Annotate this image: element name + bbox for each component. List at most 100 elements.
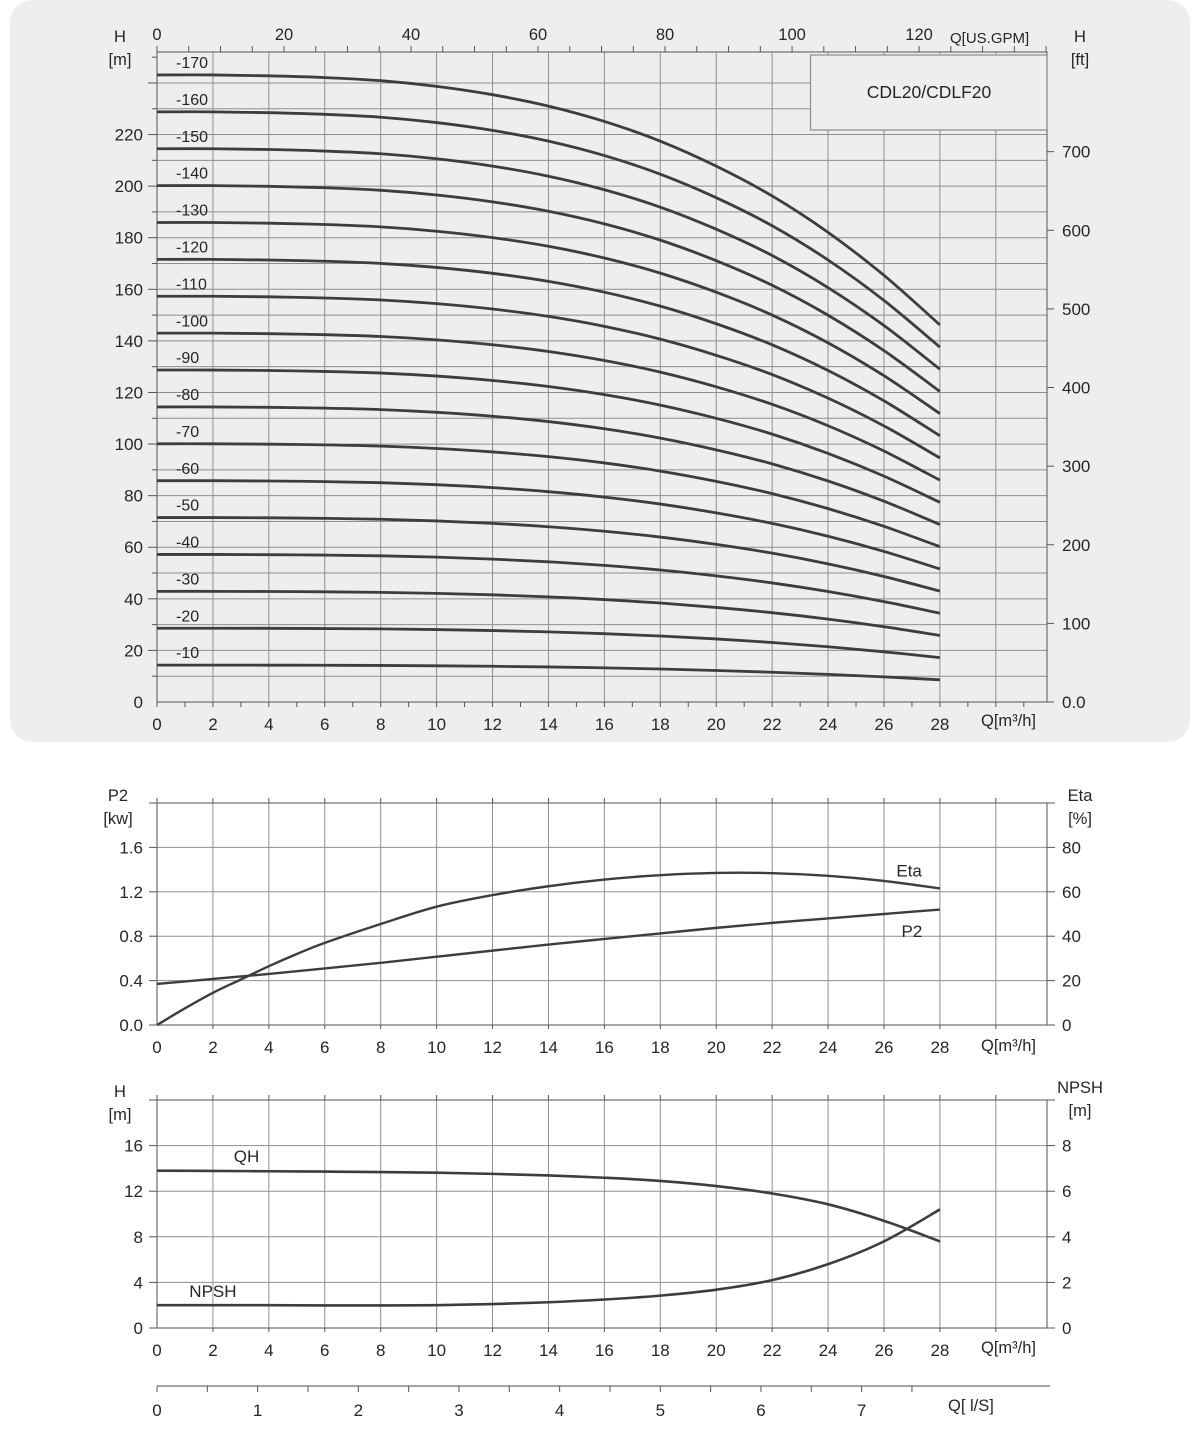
gpm-tick-label: 60 [529, 26, 547, 44]
stage-curve [156, 294, 941, 460]
h-m-tick-label: 100 [115, 435, 143, 454]
stage-curve-label: -100 [176, 313, 208, 330]
x-tick-label: 22 [763, 1038, 782, 1057]
stage-curve-label: -90 [176, 350, 199, 367]
curve-label: Eta [896, 862, 922, 881]
x-tick-label: 24 [819, 1038, 838, 1057]
x-tick-label: 28 [930, 1038, 949, 1057]
h-tick-label: 16 [124, 1137, 143, 1156]
stage-curve [156, 626, 941, 660]
x-tick-label: 16 [595, 1341, 614, 1360]
h-m-tick-label: 140 [115, 332, 143, 351]
stage-curve [156, 368, 941, 504]
eta-right-axis-title: Eta [1067, 787, 1093, 805]
x-tick-label: 16 [595, 715, 614, 734]
p2-tick-label: 0.0 [119, 1016, 143, 1035]
eta-tick-label: 80 [1062, 838, 1081, 857]
ls-tick-label: 5 [656, 1401, 665, 1420]
hq-right-axis-title: H [1074, 28, 1086, 46]
stage-curve [156, 479, 941, 571]
stage-curve [156, 516, 941, 593]
gpm-tick-label: 100 [778, 26, 806, 44]
x-tick-label: 8 [376, 715, 385, 734]
x-tick-label: 18 [651, 1341, 670, 1360]
stage-curve [156, 405, 941, 526]
x-tick-label: 6 [320, 1038, 329, 1057]
x-tick-label: 4 [264, 1038, 273, 1057]
stage-curve-label: -50 [176, 498, 199, 515]
gpm-tick-label: 80 [656, 26, 674, 44]
x-tick-label: 2 [208, 1341, 217, 1360]
p2-tick-label: 0.4 [119, 972, 143, 991]
stage-curve-label: -40 [176, 535, 199, 552]
npsh-right-axis-unit: [m] [1068, 1102, 1092, 1120]
p2-bottom-axis-title: Q[m³/h] [981, 1037, 1037, 1055]
ls-axis-title: Q[ l/S] [948, 1397, 994, 1415]
npsh-tick-label: 2 [1062, 1273, 1071, 1292]
eta-right-axis-unit: [%] [1068, 810, 1092, 828]
x-tick-label: 10 [427, 1341, 446, 1360]
gpm-tick-label: 20 [275, 26, 293, 44]
ls-tick-label: 6 [756, 1401, 765, 1420]
h-ft-tick-label: 100 [1062, 614, 1090, 633]
ls-tick-label: 0 [152, 1401, 161, 1420]
stage-curve [156, 221, 941, 415]
x-tick-label: 22 [763, 715, 782, 734]
h-m-tick-label: 80 [124, 487, 143, 506]
h-m-tick-label: 0 [134, 693, 143, 712]
stage-curve-label: -120 [176, 239, 208, 256]
ls-tick-label: 2 [354, 1401, 363, 1420]
stage-curve-label: -170 [176, 55, 208, 72]
x-tick-label: 0 [152, 715, 161, 734]
stage-curve [156, 331, 941, 482]
hq-left-axis-title: H [114, 28, 126, 46]
x-tick-label: 28 [930, 1341, 949, 1360]
x-tick-label: 20 [707, 1341, 726, 1360]
hq-left-axis-unit: [m] [108, 51, 132, 69]
x-tick-label: 20 [707, 715, 726, 734]
h-ft-tick-label: 300 [1062, 457, 1090, 476]
h-m-tick-label: 180 [115, 229, 143, 248]
h-ft-tick-label: 0.0 [1062, 693, 1086, 712]
eta-tick-label: 40 [1062, 927, 1081, 946]
x-tick-label: 26 [875, 715, 894, 734]
stage-curve-label: -30 [176, 571, 199, 588]
h-ft-tick-label: 700 [1062, 143, 1090, 162]
ls-tick-label: 7 [857, 1401, 866, 1420]
npsh-curve [157, 1208, 941, 1307]
x-tick-label: 0 [152, 1341, 161, 1360]
curve-label: NPSH [189, 1282, 236, 1301]
h-tick-label: 8 [134, 1228, 143, 1247]
qh-left-axis-title: H [114, 1083, 126, 1101]
h-tick-label: 4 [134, 1273, 143, 1292]
plot-border [156, 802, 1048, 1026]
npsh-tick-label: 8 [1062, 1137, 1071, 1156]
stage-curve-label: -10 [176, 645, 199, 662]
qh-left-axis-unit: [m] [108, 1106, 132, 1124]
h-ft-tick-label: 500 [1062, 300, 1090, 319]
x-tick-label: 2 [208, 715, 217, 734]
plot-border [156, 1099, 1048, 1329]
h-m-tick-label: 220 [115, 126, 143, 145]
stage-curve-label: -80 [176, 387, 199, 404]
h-m-tick-label: 40 [124, 590, 143, 609]
ls-tick-label: 4 [555, 1401, 564, 1420]
npsh-tick-label: 4 [1062, 1228, 1071, 1247]
stage-curve-label: -110 [176, 276, 207, 293]
x-tick-label: 12 [483, 1341, 502, 1360]
h-ft-tick-label: 200 [1062, 536, 1090, 555]
x-tick-label: 4 [264, 715, 273, 734]
qh-bottom-axis-title: Q[m³/h] [981, 1339, 1037, 1357]
stage-curve [156, 110, 941, 349]
hq-bottom-axis-title: Q[m³/h] [981, 712, 1037, 730]
x-tick-label: 12 [483, 715, 502, 734]
x-tick-label: 8 [376, 1038, 385, 1057]
stage-curve-label: -70 [176, 424, 199, 441]
p2-tick-label: 1.2 [119, 883, 143, 902]
h-ft-tick-label: 600 [1062, 221, 1090, 240]
x-tick-label: 22 [763, 1341, 782, 1360]
h-m-tick-label: 120 [115, 383, 143, 402]
stage-curve [156, 589, 941, 637]
